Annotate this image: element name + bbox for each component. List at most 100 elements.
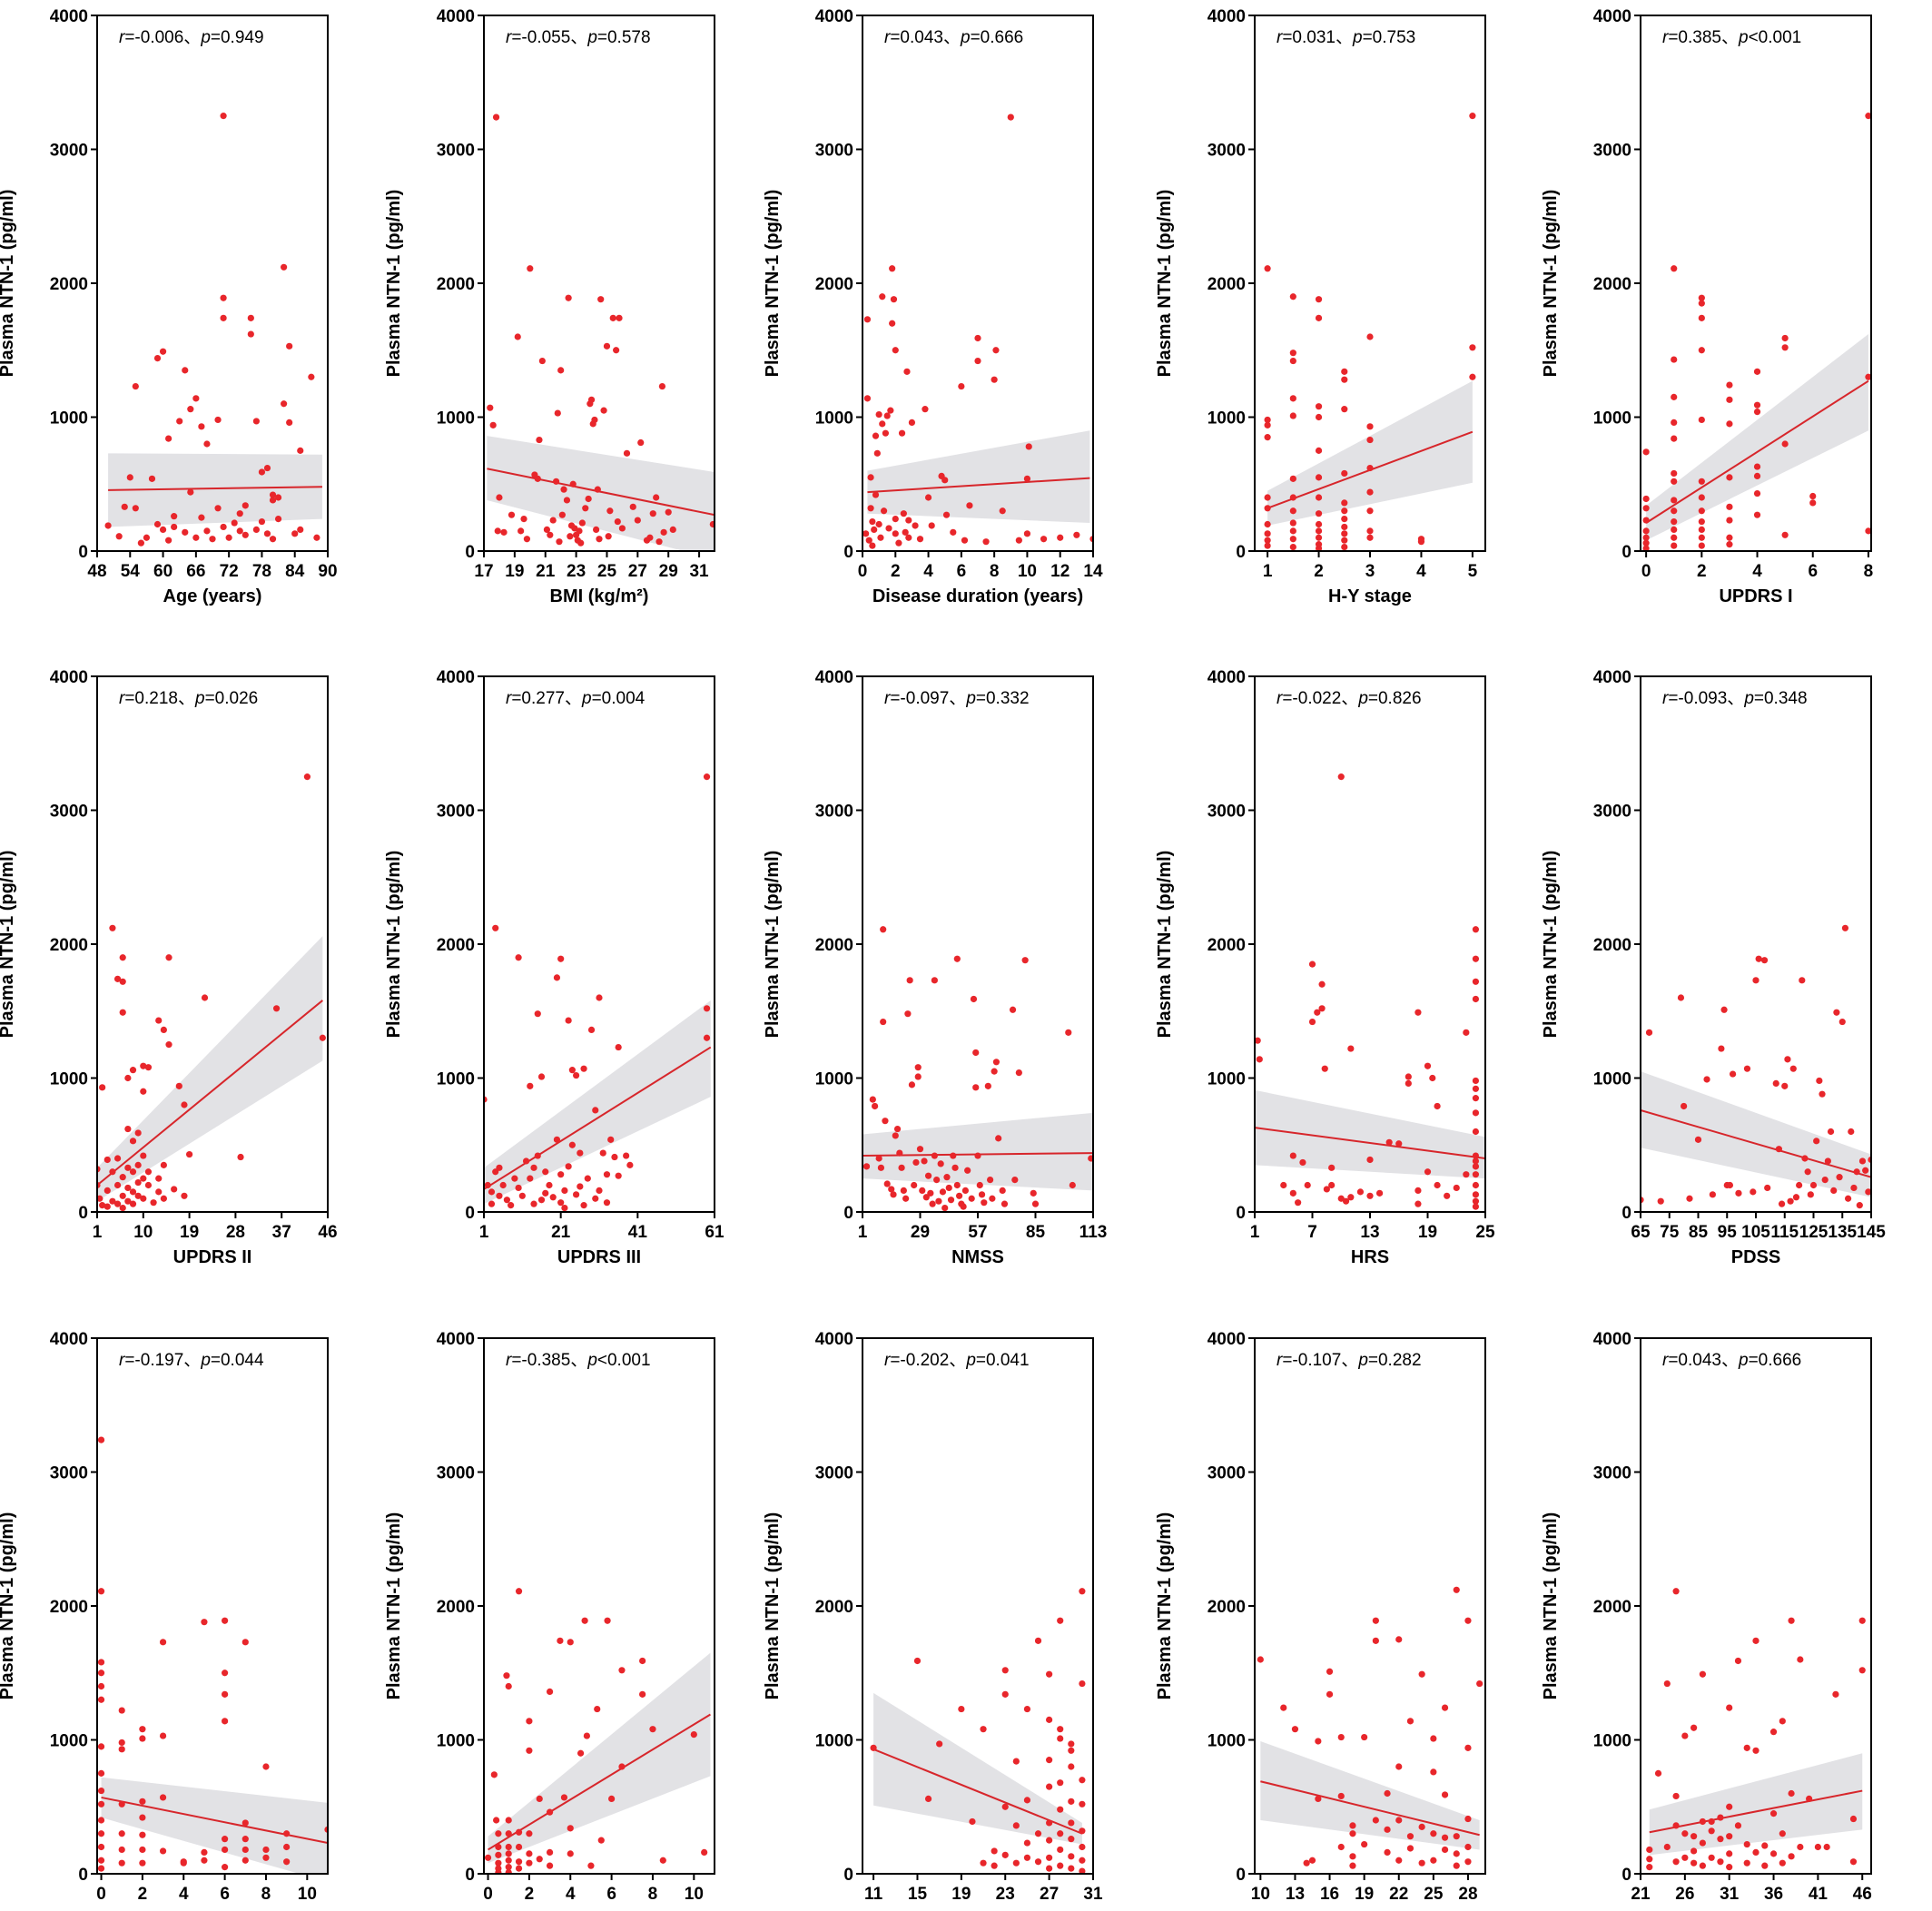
data-point <box>1434 1102 1441 1110</box>
y-tick-label: 1000 <box>437 1070 475 1089</box>
data-point <box>1698 300 1705 307</box>
data-point <box>1289 519 1296 527</box>
data-point <box>615 1043 622 1051</box>
data-point <box>892 1132 899 1139</box>
data-point <box>1057 1735 1064 1742</box>
data-point <box>1073 531 1080 538</box>
p-symbol: p <box>960 28 971 47</box>
data-point <box>701 1848 708 1856</box>
data-point <box>144 1064 153 1071</box>
y-tick-label: 3000 <box>437 803 475 822</box>
data-point <box>515 1588 523 1595</box>
data-point <box>508 511 516 518</box>
p-value: =0.949 <box>211 28 264 47</box>
data-point <box>989 1195 996 1202</box>
data-point <box>508 1202 515 1209</box>
data-point <box>1424 1062 1432 1069</box>
data-point <box>898 429 906 437</box>
data-point <box>594 486 601 493</box>
data-point <box>889 265 896 272</box>
data-point <box>615 1172 622 1179</box>
data-point <box>1291 1726 1299 1733</box>
data-point <box>1385 1138 1393 1146</box>
data-point <box>1256 1056 1263 1063</box>
data-point <box>1671 542 1678 549</box>
data-point <box>1469 113 1476 120</box>
data-point <box>1326 1690 1334 1698</box>
data-point <box>1264 265 1271 272</box>
x-tick-label: 8 <box>648 1885 658 1904</box>
data-point <box>1289 507 1296 515</box>
data-point <box>1690 1859 1698 1867</box>
confidence-band <box>108 453 322 527</box>
y-tick-label: 0 <box>465 1204 475 1223</box>
data-point <box>991 1862 998 1869</box>
data-point <box>1472 1197 1480 1205</box>
data-point <box>1065 1029 1072 1036</box>
y-axis-label: Plasma NTN-1 (pg/ml) <box>763 851 783 1039</box>
data-point <box>124 1197 132 1205</box>
data-point <box>515 954 522 961</box>
data-point <box>1441 1834 1449 1841</box>
data-point <box>862 1163 871 1170</box>
data-point <box>950 1152 957 1159</box>
data-point <box>1057 534 1064 541</box>
data-point <box>537 1197 546 1204</box>
data-point <box>953 1181 961 1189</box>
data-point <box>126 474 133 481</box>
data-point <box>220 523 227 531</box>
data-point <box>875 410 882 419</box>
data-point <box>109 1168 116 1176</box>
data-point <box>1361 1840 1368 1848</box>
y-tick-label: 4000 <box>1208 1330 1246 1349</box>
data-point <box>613 347 620 354</box>
data-point <box>124 1125 132 1133</box>
correlation-annotation: r=0.043、p=0.666 <box>884 28 1023 47</box>
y-tick-label: 2000 <box>1208 936 1246 955</box>
data-point <box>192 534 200 541</box>
data-point <box>1023 1797 1031 1804</box>
data-point <box>1000 1200 1009 1207</box>
x-tick-label: 46 <box>318 1223 337 1242</box>
data-point <box>1395 1857 1403 1864</box>
data-point <box>1034 1830 1042 1837</box>
y-tick-label: 1000 <box>50 1070 88 1089</box>
r-value: =-0.022、 <box>1282 689 1358 708</box>
r-symbol: r <box>1276 689 1283 708</box>
data-point <box>134 1178 142 1187</box>
data-point <box>1349 1830 1356 1837</box>
data-point <box>97 1670 105 1677</box>
data-point <box>1671 517 1678 526</box>
y-tick-label: 4000 <box>815 1330 853 1349</box>
data-point <box>1264 421 1271 428</box>
data-point <box>222 1670 229 1677</box>
x-tick-label: 2 <box>891 562 901 581</box>
confidence-band <box>1255 1089 1485 1179</box>
y-tick-label: 2000 <box>1593 275 1631 294</box>
data-point <box>879 293 886 300</box>
data-point <box>871 526 878 534</box>
data-point <box>557 955 565 962</box>
confidence-band <box>1641 1071 1871 1197</box>
data-point <box>961 1187 969 1194</box>
data-point <box>1341 537 1348 544</box>
data-point <box>947 1197 955 1204</box>
x-tick-label: 13 <box>1360 1223 1379 1242</box>
x-axis-label: Age (years) <box>163 586 262 606</box>
data-point <box>929 1200 936 1207</box>
data-point <box>877 534 884 541</box>
data-point <box>1341 507 1348 515</box>
data-point <box>1642 517 1650 524</box>
data-point <box>242 531 249 538</box>
data-point <box>1011 1177 1019 1184</box>
data-point <box>1315 296 1323 303</box>
y-tick-label: 1000 <box>1593 409 1631 428</box>
data-point <box>607 1136 615 1143</box>
data-point <box>1671 526 1678 534</box>
data-point <box>556 538 563 546</box>
data-point <box>869 517 876 526</box>
data-point <box>1472 995 1480 1003</box>
data-point <box>1341 499 1348 507</box>
correlation-annotation: r=-0.202、p=0.041 <box>884 1351 1030 1370</box>
